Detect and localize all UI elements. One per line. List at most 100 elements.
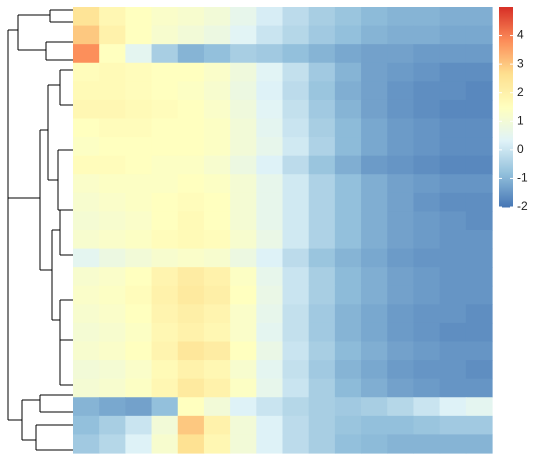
colorbar-segment — [499, 77, 513, 80]
heatmap-cell — [125, 155, 153, 175]
heatmap-cell — [125, 341, 153, 361]
heatmap-cell — [203, 322, 231, 343]
heatmap-cell — [177, 285, 205, 305]
heatmap-cell — [334, 118, 362, 138]
heatmap-cell — [282, 137, 310, 157]
colorbar-segment — [499, 103, 513, 106]
heatmap-cell — [465, 25, 493, 45]
heatmap-cell — [334, 248, 362, 268]
heatmap-cell — [439, 304, 467, 324]
heatmap-cell — [387, 7, 415, 27]
heatmap-cell — [230, 192, 257, 213]
heatmap-cell — [361, 155, 388, 175]
heatmap-cell — [308, 415, 336, 436]
heatmap-cell — [125, 378, 153, 398]
heatmap-cell — [125, 267, 153, 287]
heatmap-cell — [177, 267, 205, 287]
heatmap-cell — [151, 341, 179, 361]
heatmap-cell — [151, 137, 179, 157]
heatmap-cell — [151, 7, 179, 27]
heatmap-cell — [439, 137, 467, 157]
heatmap-cell — [230, 7, 257, 27]
colorbar-segment — [499, 51, 513, 54]
colorbar-segment — [499, 147, 513, 150]
heatmap-cell — [230, 211, 257, 231]
colorbar-segment — [499, 139, 513, 142]
heatmap-cell — [439, 378, 467, 398]
heatmap-cell — [465, 304, 493, 324]
heatmap-cell — [387, 155, 415, 175]
heatmap-cell — [282, 155, 310, 175]
colorbar-segment — [499, 157, 513, 160]
heatmap-cell — [230, 155, 257, 175]
heatmap-cell — [177, 137, 205, 157]
colorbar-segment — [499, 167, 513, 170]
heatmap-cell — [334, 434, 362, 454]
colorbar-segment — [499, 33, 513, 36]
heatmap-cell — [387, 360, 415, 380]
heatmap-cell — [125, 44, 153, 64]
colorbar-segment — [499, 123, 513, 126]
colorbar-segment — [499, 141, 513, 144]
colorbar-segment — [499, 73, 513, 76]
dendrogram — [7, 9, 73, 451]
colorbar-segment — [499, 179, 513, 182]
colorbar-segment — [499, 45, 513, 48]
heatmap-cell — [203, 155, 231, 175]
heatmap-cell — [203, 44, 231, 64]
colorbar-segment — [499, 143, 513, 146]
heatmap-cell — [203, 304, 231, 324]
heatmap-cell — [387, 415, 415, 436]
heatmap-cell — [125, 211, 153, 231]
heatmap-cell — [73, 322, 100, 343]
colorbar-segment — [499, 109, 513, 112]
colorbar-segment — [499, 173, 513, 176]
heatmap-cell — [413, 99, 441, 120]
heatmap-cell — [282, 267, 310, 287]
heatmap-cell — [439, 44, 467, 64]
heatmap-cell — [387, 285, 415, 305]
heatmap-cell — [99, 285, 126, 305]
heatmap-cell — [73, 155, 100, 175]
heatmap-cell — [230, 81, 257, 101]
heatmap-cell — [177, 397, 205, 417]
heatmap-cell — [177, 25, 205, 45]
heatmap-cell — [125, 434, 153, 454]
heatmap-cell — [256, 192, 284, 213]
heatmap-cell — [203, 7, 231, 27]
colorbar-segment — [499, 27, 513, 30]
heatmap-cell — [439, 267, 467, 287]
heatmap-cell — [203, 230, 231, 250]
heatmap-cell — [177, 378, 205, 398]
colorbar-segment — [499, 43, 513, 46]
heatmap-cell — [413, 44, 441, 64]
colorbar: -2 -1 0 1 2 3 4 — [499, 7, 528, 213]
colorbar-segment — [499, 59, 513, 62]
heatmap-cell — [413, 192, 441, 213]
colorbar-segment — [499, 55, 513, 58]
heatmap-cell — [177, 360, 205, 380]
colorbar-segment — [499, 11, 513, 14]
heatmap-cell — [308, 397, 336, 417]
heatmap-cell — [465, 99, 493, 120]
heatmap-cell — [125, 304, 153, 324]
heatmap-cell — [151, 192, 179, 213]
heatmap-cell — [465, 137, 493, 157]
heatmap-cell — [203, 211, 231, 231]
heatmap-cell — [439, 397, 467, 417]
heatmap-cell — [413, 304, 441, 324]
heatmap-cell — [73, 99, 100, 120]
heatmap-cell — [439, 81, 467, 101]
heatmap-cell — [282, 248, 310, 268]
heatmap-cell — [439, 7, 467, 27]
heatmap-cell — [361, 230, 388, 250]
heatmap-cell — [413, 248, 441, 268]
heatmap-cell — [334, 322, 362, 343]
heatmap-cell — [282, 44, 310, 64]
heatmap-cell — [256, 322, 284, 343]
heatmap-cell — [230, 99, 257, 120]
heatmap-cell — [256, 99, 284, 120]
heatmap-cell — [361, 211, 388, 231]
heatmap-cell — [73, 267, 100, 287]
